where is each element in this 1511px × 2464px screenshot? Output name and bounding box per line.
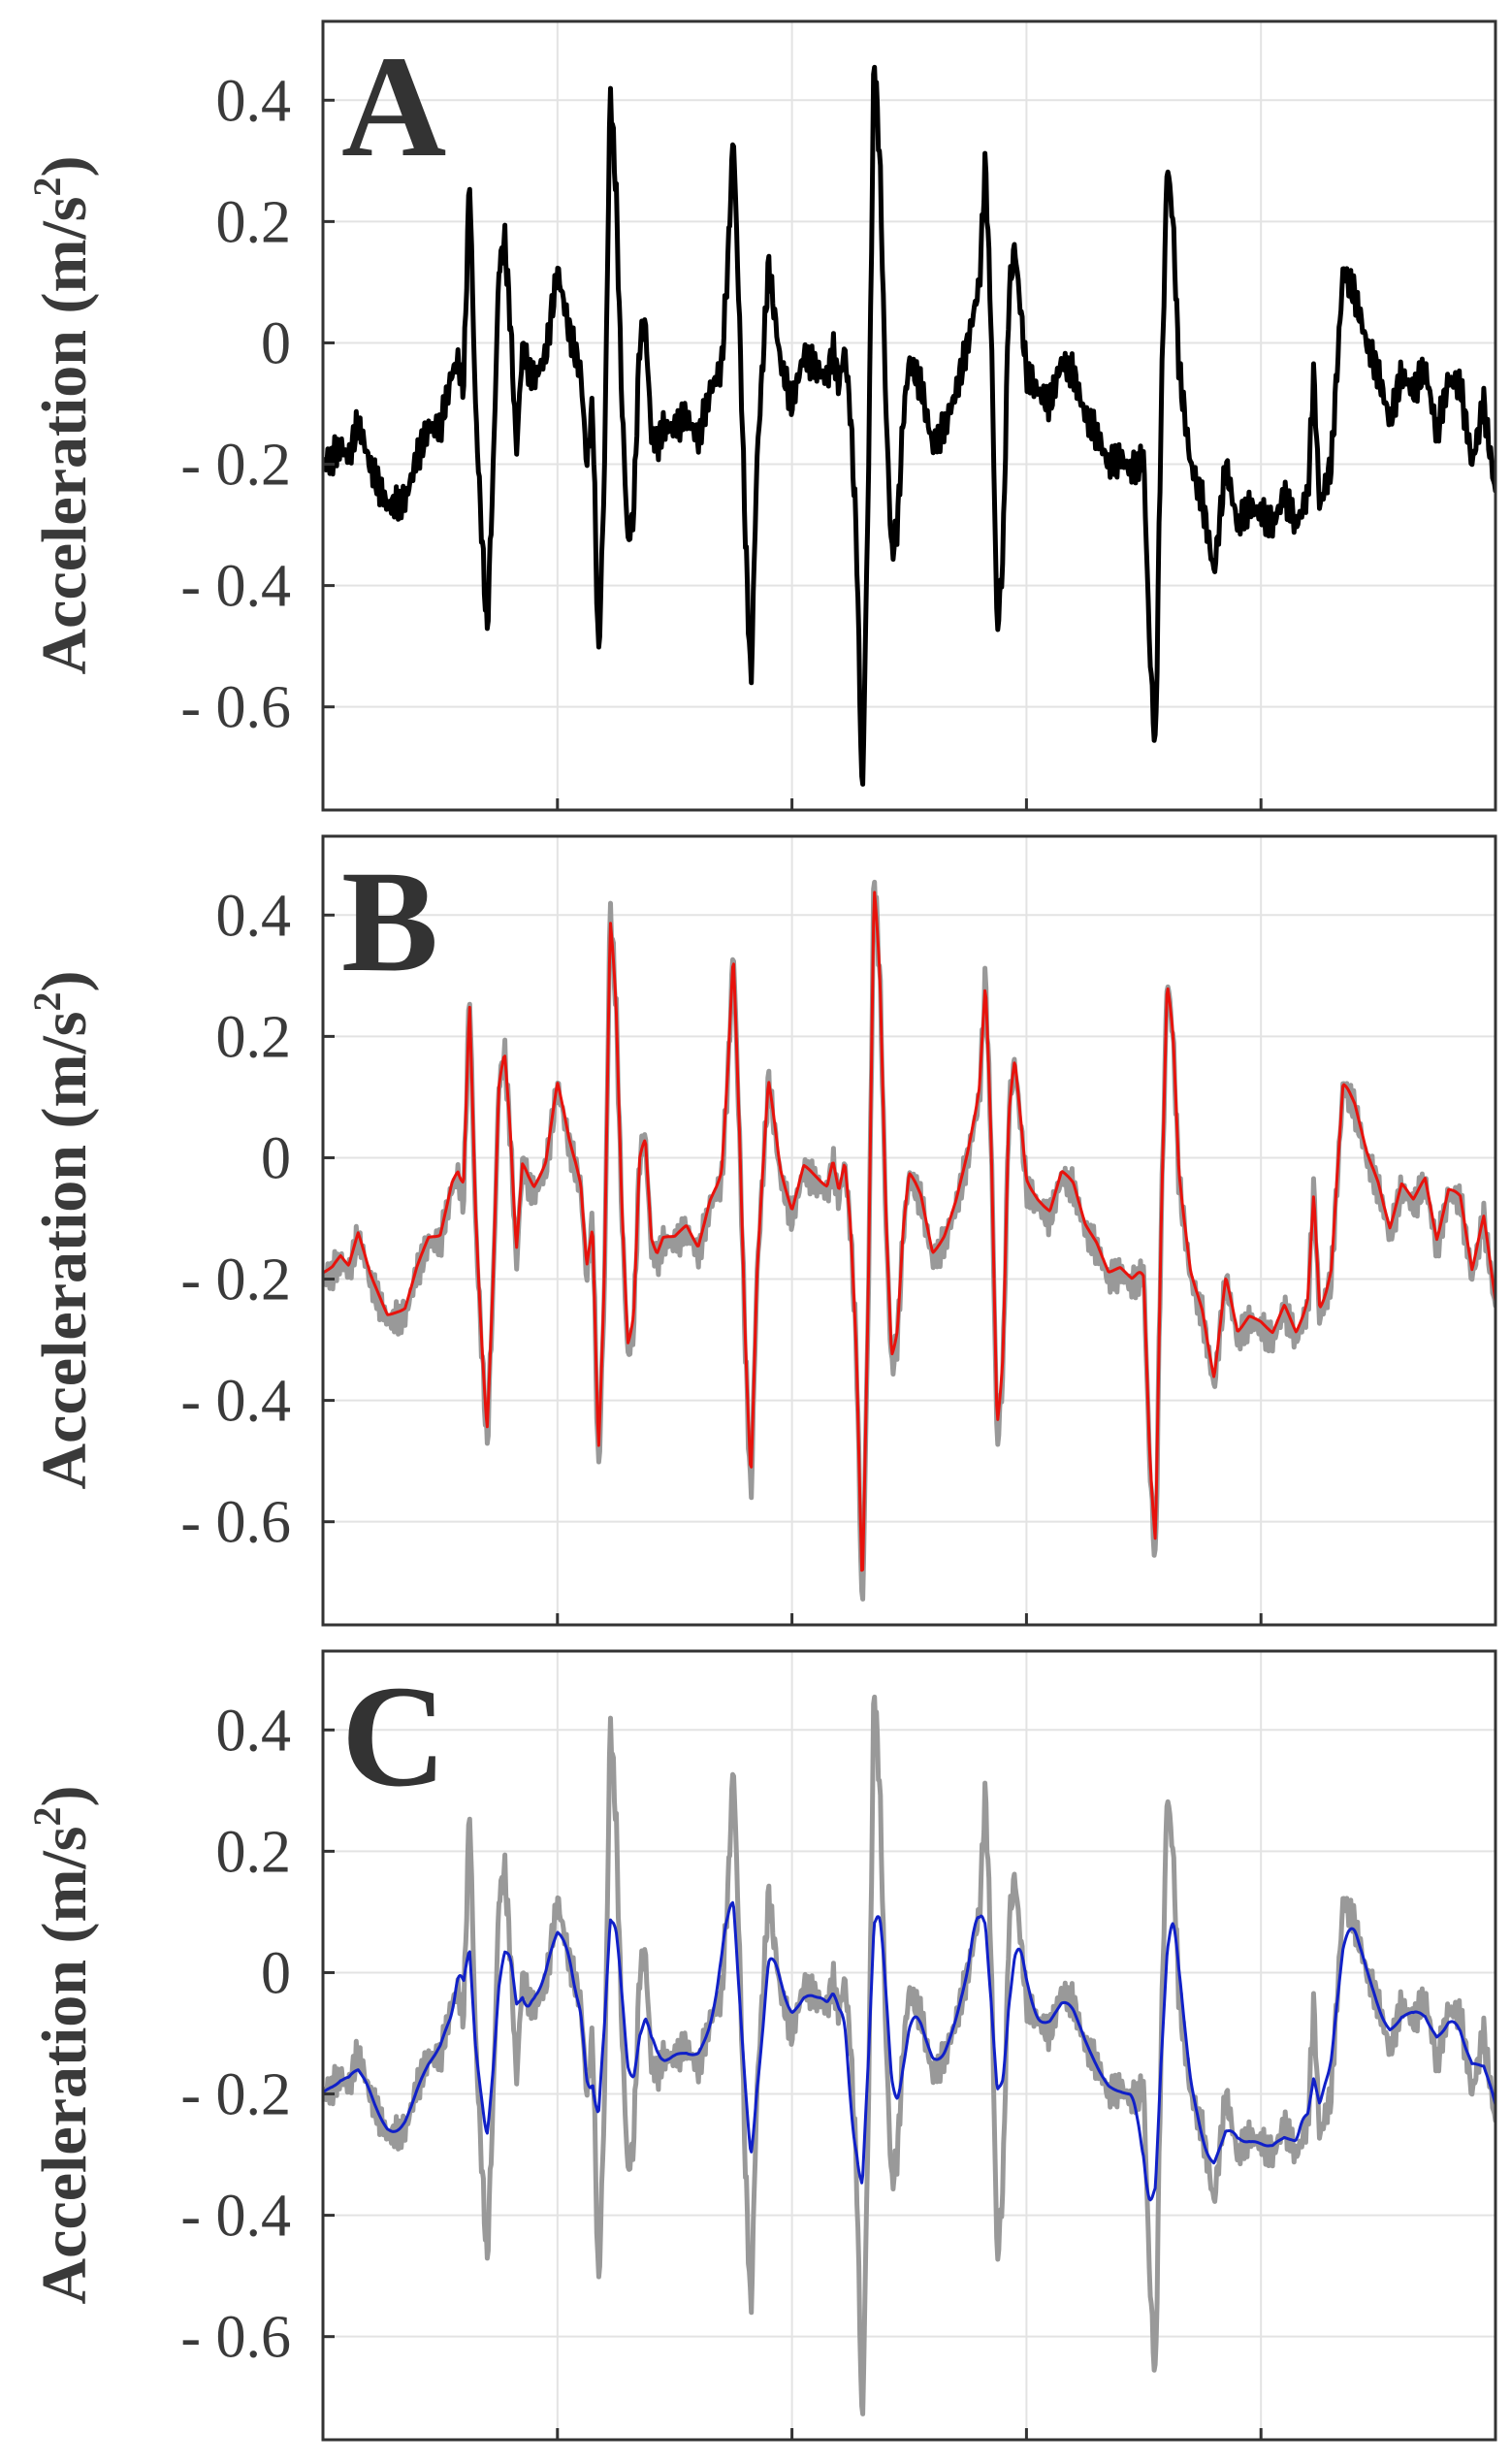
panel-b-series-filtered-acceleration (323, 891, 1495, 1572)
panel-a-y-tick-label: 0.4 (216, 68, 292, 134)
panel-b-y-tick-label: 0.4 (216, 883, 292, 949)
panel-a-frame (321, 19, 1497, 812)
panel-c-letter: C (341, 1656, 446, 1817)
panel-a-y-axis-label-close: ) (29, 156, 100, 178)
panel-a: 0.4 0.2 0 - 0.2 - 0.4 - 0.6 A Acceleration (m… (25, 19, 1497, 812)
panel-b-y-axis: 0.4 0.2 0 - 0.2 - 0.4 - 0.6 (180, 883, 1263, 1625)
panel-c: 0.4 0.2 0 - 0.2 - 0.4 - 0.6 C Acceleration (m… (25, 1649, 1497, 2442)
panel-c-series-raw-acceleration (323, 1694, 1495, 2416)
panel-c-traces (323, 1694, 1495, 2416)
panel-a-y-tick-label: - 0.6 (180, 675, 291, 741)
panel-b-y-axis-label-superscript: 2 (25, 992, 69, 1012)
panel-b-letter: B (341, 841, 438, 1002)
panel-c-y-tick-label: - 0.2 (180, 2062, 291, 2128)
panel-a-y-axis-label-text: Acceleration (m/s (29, 197, 100, 675)
panel-b-y-tick-label: - 0.2 (180, 1248, 291, 1313)
panel-b-traces (323, 879, 1495, 1602)
panel-c-y-tick-label: - 0.4 (180, 2184, 291, 2250)
panel-c-y-axis-label-text: Acceleration (m/s (29, 1827, 100, 2305)
panel-b-y-tick-label: - 0.6 (180, 1490, 291, 1556)
panel-b-y-axis-label: Acceleration (m/s2) (25, 971, 100, 1490)
panel-a-y-axis-label-superscript: 2 (25, 178, 69, 197)
panel-a-y-axis-label: Acceleration (m/s2) (25, 156, 100, 675)
panel-c-y-tick-label: 0.2 (216, 1819, 292, 1885)
panel-c-y-tick-label: - 0.6 (180, 2305, 291, 2371)
panel-b-frame (321, 834, 1497, 1627)
panel-c-series-smoothed-acceleration (323, 1900, 1495, 2202)
panel-b-series-raw-acceleration (323, 879, 1495, 1602)
panel-b: 0.4 0.2 0 - 0.2 - 0.4 - 0.6 B Acceleration (m… (25, 834, 1497, 1627)
panel-a-traces (323, 64, 1495, 787)
panel-c-grid (323, 1651, 1495, 2440)
panel-c-y-axis-label-close: ) (29, 1786, 100, 1807)
panel-a-y-tick-label: - 0.4 (180, 554, 291, 620)
panel-c-y-tick-label: 0.4 (216, 1698, 292, 1764)
panel-a-letter: A (341, 26, 446, 187)
panel-c-y-axis-label: Acceleration (m/s2) (25, 1786, 100, 2305)
panel-b-y-axis-label-text: Acceleration (m/s (29, 1012, 100, 1490)
panel-b-y-axis-label-close: ) (29, 971, 100, 992)
panel-a-series-raw-acceleration (323, 64, 1495, 787)
panel-a-y-tick-label: - 0.2 (180, 433, 291, 499)
panel-c-y-axis-label-superscript: 2 (25, 1807, 69, 1827)
panel-a-grid (323, 21, 1495, 810)
panel-b-grid (323, 836, 1495, 1625)
panel-b-y-tick-label: 0.2 (216, 1004, 292, 1070)
panel-c-y-tick-label: 0 (261, 1940, 291, 2006)
panel-a-y-axis: 0.4 0.2 0 - 0.2 - 0.4 - 0.6 (180, 68, 1263, 810)
panel-a-y-tick-label: 0 (261, 310, 291, 376)
panel-c-frame (321, 1649, 1497, 2442)
panel-b-y-tick-label: - 0.4 (180, 1369, 291, 1435)
panel-a-y-tick-label: 0.2 (216, 189, 292, 255)
panel-b-y-tick-label: 0 (261, 1125, 291, 1191)
panel-c-y-axis: 0.4 0.2 0 - 0.2 - 0.4 - 0.6 (180, 1698, 1263, 2440)
